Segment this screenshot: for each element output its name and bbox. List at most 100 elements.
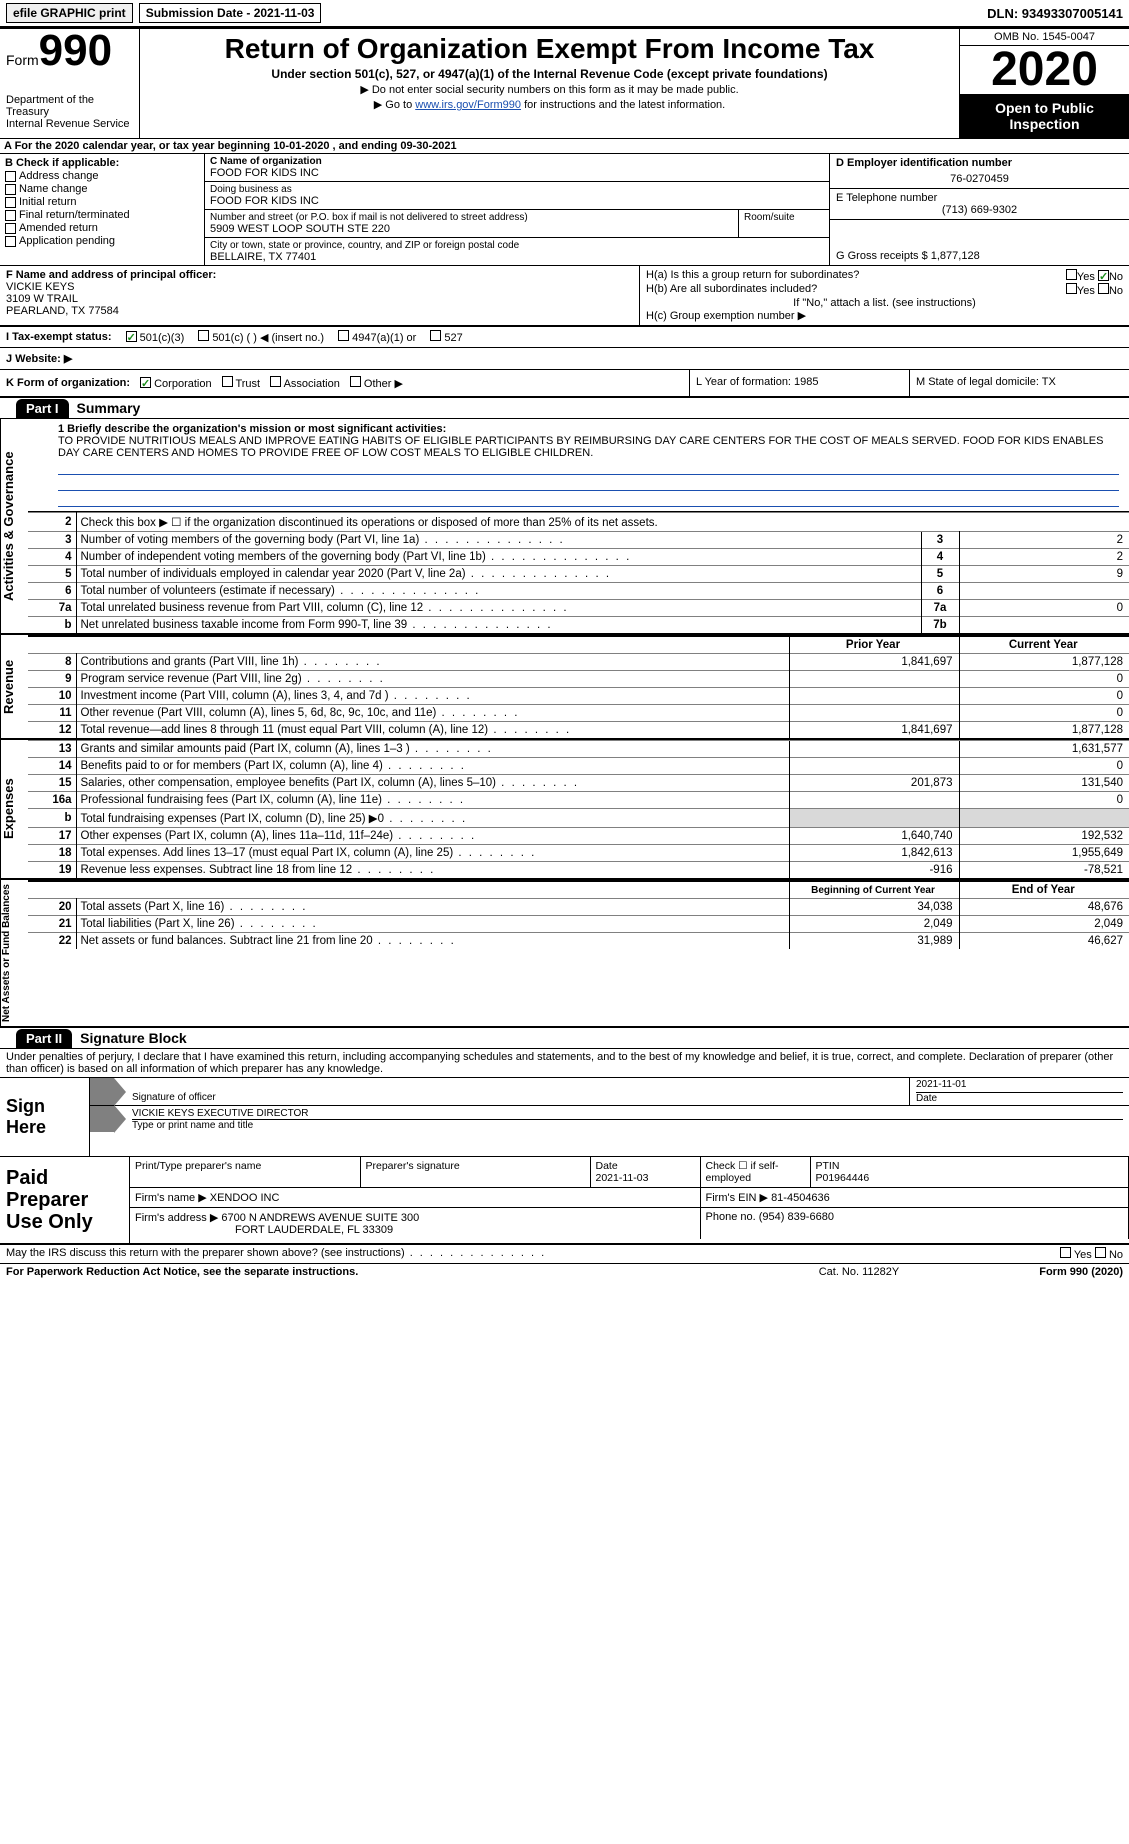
lbl-corp: Corporation bbox=[154, 378, 211, 390]
table-row: 11Other revenue (Part VIII, column (A), … bbox=[28, 705, 1129, 722]
firm-name-lbl: Firm's name ▶ bbox=[135, 1192, 207, 1204]
discuss-no: No bbox=[1109, 1249, 1123, 1261]
sig-date-lbl: Date bbox=[916, 1093, 1123, 1104]
ptin-lbl: PTIN bbox=[816, 1160, 840, 1172]
chk-discuss-no[interactable] bbox=[1095, 1247, 1106, 1258]
rule-line bbox=[58, 461, 1119, 475]
paperwork-notice: For Paperwork Reduction Act Notice, see … bbox=[6, 1266, 358, 1278]
box-f: F Name and address of principal officer:… bbox=[0, 266, 639, 325]
chk-discuss-yes[interactable] bbox=[1060, 1247, 1071, 1258]
table-row: 12Total revenue—add lines 8 through 11 (… bbox=[28, 722, 1129, 739]
form-header: Form990 Department of the Treasury Inter… bbox=[0, 27, 1129, 138]
ssn-note: ▶ Do not enter social security numbers o… bbox=[144, 83, 955, 96]
lbl-yes2: Yes bbox=[1077, 285, 1095, 297]
part2-badge: Part II bbox=[16, 1029, 72, 1048]
part1-header-row: Part I Summary bbox=[0, 398, 1129, 419]
tax-status-row: I Tax-exempt status: 501(c)(3) 501(c) ( … bbox=[0, 326, 1129, 348]
box-b: B Check if applicable: Address change Na… bbox=[0, 154, 205, 265]
lbl-address-change: Address change bbox=[19, 170, 99, 182]
h-ifno: If "No," attach a list. (see instruction… bbox=[646, 297, 1123, 309]
discuss-text: May the IRS discuss this return with the… bbox=[6, 1247, 546, 1261]
lbl-no: No bbox=[1109, 271, 1123, 283]
section-expenses: Expenses 13Grants and similar amounts pa… bbox=[0, 740, 1129, 880]
lbl-final-return: Final return/terminated bbox=[19, 209, 130, 221]
self-emp-check[interactable]: Check ☐ if self-employed bbox=[700, 1157, 810, 1188]
hb-label: H(b) Are all subordinates included? bbox=[646, 283, 817, 297]
chk-ha-no[interactable] bbox=[1098, 270, 1109, 281]
discuss-row: May the IRS discuss this return with the… bbox=[0, 1245, 1129, 1264]
governance-table: 2Check this box ▶ ☐ if the organization … bbox=[28, 512, 1129, 633]
irs-link[interactable]: www.irs.gov/Form990 bbox=[415, 99, 521, 111]
ein-label: D Employer identification number bbox=[836, 157, 1123, 169]
table-row: 14Benefits paid to or for members (Part … bbox=[28, 758, 1129, 775]
chk-trust[interactable] bbox=[222, 376, 233, 387]
form-title: Return of Organization Exempt From Incom… bbox=[144, 33, 955, 65]
hc-label: H(c) Group exemption number ▶ bbox=[646, 309, 1123, 322]
prep-name-lbl: Print/Type preparer's name bbox=[130, 1157, 360, 1188]
table-row: 6Total number of volunteers (estimate if… bbox=[28, 583, 1129, 600]
chk-hb-yes[interactable] bbox=[1066, 283, 1077, 294]
chk-other[interactable] bbox=[350, 376, 361, 387]
ein-value: 76-0270459 bbox=[836, 173, 1123, 185]
chk-amended-return[interactable] bbox=[5, 223, 16, 234]
sig-date-val: 2021-11-01 bbox=[916, 1079, 1123, 1093]
paid-preparer-label: Paid Preparer Use Only bbox=[0, 1157, 130, 1243]
section-revenue: Revenue Prior YearCurrent Year 8Contribu… bbox=[0, 635, 1129, 740]
efile-print-button[interactable]: efile GRAPHIC print bbox=[6, 3, 133, 23]
chk-address-change[interactable] bbox=[5, 171, 16, 182]
chk-ha-yes[interactable] bbox=[1066, 269, 1077, 280]
vtab-revenue: Revenue bbox=[0, 635, 28, 738]
form-page-id: Form 990 (2020) bbox=[1039, 1266, 1123, 1278]
firm-phone-val: (954) 839-6680 bbox=[759, 1211, 834, 1223]
row-klm: K Form of organization: Corporation Trus… bbox=[0, 370, 1129, 398]
prep-sig-lbl: Preparer's signature bbox=[360, 1157, 590, 1188]
table-row: bTotal fundraising expenses (Part IX, co… bbox=[28, 809, 1129, 828]
chk-501c3[interactable] bbox=[126, 331, 137, 342]
sig-name-val: VICKIE KEYS EXECUTIVE DIRECTOR bbox=[132, 1108, 1123, 1120]
box-l: L Year of formation: 1985 bbox=[689, 370, 909, 396]
chk-corp[interactable] bbox=[140, 377, 151, 388]
table-row: 9Program service revenue (Part VIII, lin… bbox=[28, 671, 1129, 688]
signature-field: Signature of officer bbox=[114, 1078, 909, 1105]
firm-addr2: FORT LAUDERDALE, FL 33309 bbox=[235, 1224, 393, 1236]
table-row: 3Number of voting members of the governi… bbox=[28, 532, 1129, 549]
right-column: D Employer identification number 76-0270… bbox=[829, 154, 1129, 265]
goto-post: for instructions and the latest informat… bbox=[521, 99, 725, 111]
gross-receipts: G Gross receipts $ 1,877,128 bbox=[836, 250, 980, 262]
table-row: 13Grants and similar amounts paid (Part … bbox=[28, 741, 1129, 758]
open-to-public: Open to Public Inspection bbox=[960, 94, 1129, 138]
chk-527[interactable] bbox=[430, 330, 441, 341]
table-row: 10Investment income (Part VIII, column (… bbox=[28, 688, 1129, 705]
chk-name-change[interactable] bbox=[5, 184, 16, 195]
chk-hb-no[interactable] bbox=[1098, 283, 1109, 294]
chk-application-pending[interactable] bbox=[5, 236, 16, 247]
section-governance: Activities & Governance 1 Briefly descri… bbox=[0, 419, 1129, 635]
box-m: M State of legal domicile: TX bbox=[909, 370, 1129, 396]
section-net-assets: Net Assets or Fund Balances Beginning of… bbox=[0, 880, 1129, 1028]
chk-501c[interactable] bbox=[198, 330, 209, 341]
dba-label: Doing business as bbox=[210, 184, 824, 195]
lbl-name-change: Name change bbox=[19, 183, 88, 195]
vtab-expenses: Expenses bbox=[0, 740, 28, 878]
expenses-table: 13Grants and similar amounts paid (Part … bbox=[28, 740, 1129, 878]
lbl-yes: Yes bbox=[1077, 271, 1095, 283]
signature-date: 2021-11-01 Date bbox=[909, 1078, 1129, 1105]
lbl-501c: 501(c) ( ) ◀ (insert no.) bbox=[212, 332, 324, 344]
j-label: J Website: ▶ bbox=[6, 353, 72, 365]
box-b-label: B Check if applicable: bbox=[5, 157, 199, 169]
f-label: F Name and address of principal officer: bbox=[6, 269, 633, 281]
table-row: 5Total number of individuals employed in… bbox=[28, 566, 1129, 583]
chk-final-return[interactable] bbox=[5, 210, 16, 221]
table-row: 21Total liabilities (Part X, line 26)2,0… bbox=[28, 916, 1129, 933]
lbl-no2: No bbox=[1109, 285, 1123, 297]
dept-treasury: Department of the Treasury Internal Reve… bbox=[6, 94, 133, 130]
chk-4947[interactable] bbox=[338, 330, 349, 341]
chk-initial-return[interactable] bbox=[5, 197, 16, 208]
phone-value: (713) 669-9302 bbox=[836, 204, 1123, 216]
end-year-hdr: End of Year bbox=[959, 881, 1129, 899]
header-right: OMB No. 1545-0047 2020 Open to Public In… bbox=[959, 29, 1129, 138]
header-center: Return of Organization Exempt From Incom… bbox=[140, 29, 959, 138]
phone-label: E Telephone number bbox=[836, 192, 1123, 204]
sig-name-lbl: Type or print name and title bbox=[132, 1120, 1123, 1131]
chk-assoc[interactable] bbox=[270, 376, 281, 387]
